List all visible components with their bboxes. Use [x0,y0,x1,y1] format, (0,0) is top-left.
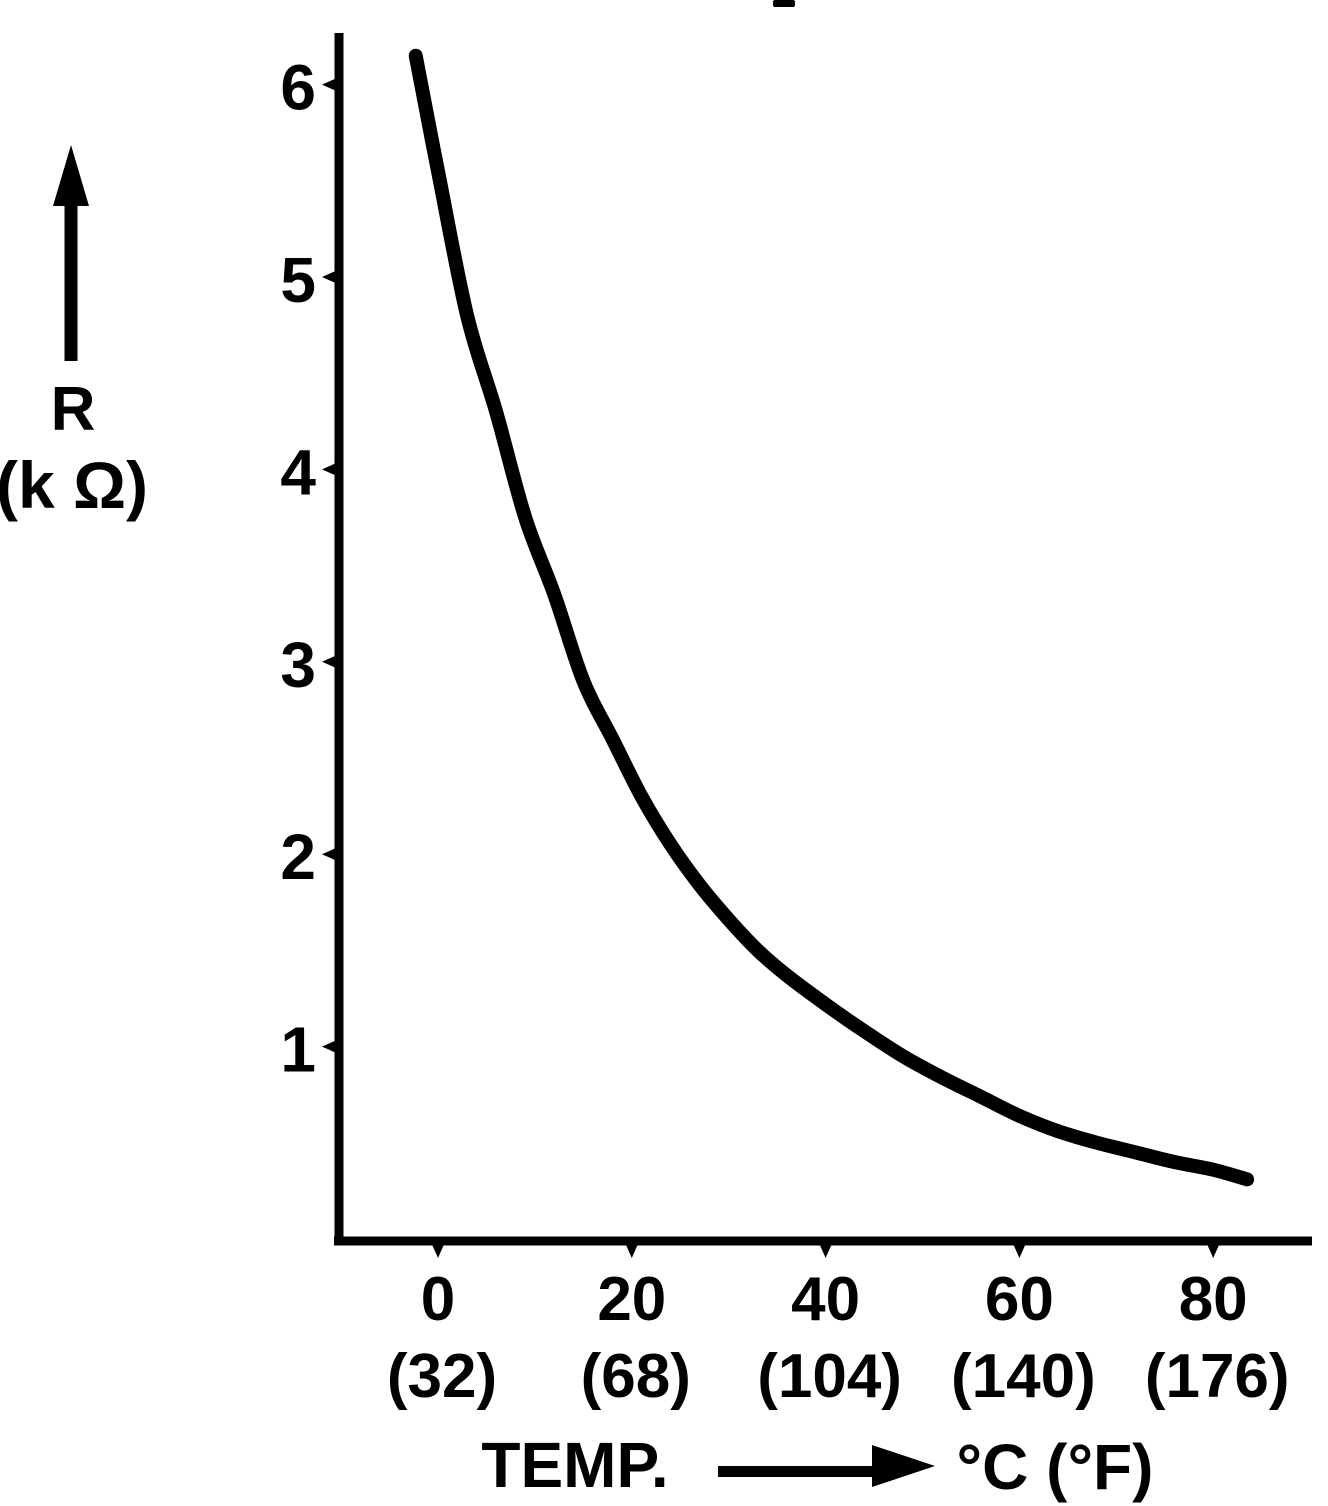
y-axis-unit: (k Ω) [0,448,148,522]
x-tick-label-fahrenheit-40: (104) [757,1342,902,1411]
y-tick-label-6: 6 [280,52,316,124]
y-tick-1 [322,1038,340,1055]
y-tick-label-1: 1 [280,1014,316,1086]
y-tick-6 [322,76,340,93]
y-tick-label-4: 4 [280,436,316,508]
x-tick-label-fahrenheit-60: (140) [951,1342,1096,1411]
x-tick-label-celsius-60: 60 [985,1265,1054,1334]
y-axis-annotation: R (k Ω) [0,145,148,522]
resistance-temperature-curve [408,48,1255,1187]
x-axis-title: TEMP. [481,1429,668,1501]
x-tick-label-fahrenheit-20: (68) [581,1342,691,1411]
tick-labels: 6 5 4 3 2 1 0 (32) 20 (68) 40 (104) 60 (140) 80 (176) [280,52,1289,1411]
x-tick-label-celsius-80: 80 [1179,1265,1248,1334]
up-arrow-icon [53,145,89,206]
x-tick-40 [817,1240,834,1258]
y-tick-4 [322,461,340,478]
x-tick-0 [430,1240,446,1258]
x-tick-80 [1205,1240,1222,1258]
x-axis-unit: °C (°F) [957,1431,1154,1503]
x-tick-label-fahrenheit-80: (176) [1145,1342,1290,1411]
y-axis-symbol: R [51,375,96,444]
x-tick-60 [1011,1240,1028,1258]
x-tick-label-celsius-40: 40 [791,1265,860,1334]
x-tick-label-celsius-20: 20 [597,1265,666,1334]
x-tick-label-fahrenheit-0: (32) [387,1342,497,1411]
x-axis-annotation: TEMP. °C (°F) [481,1429,1153,1503]
x-tick-label-celsius-0: 0 [421,1265,455,1334]
cropped-artifact-mark [773,0,795,7]
x-tick-20 [623,1240,640,1258]
y-tick-2 [322,846,340,863]
right-arrow-shaft [718,1466,878,1477]
axes [322,33,1312,1258]
y-tick-3 [322,653,340,670]
y-tick-label-2: 2 [280,821,316,893]
right-arrow-icon [872,1445,935,1487]
y-tick-label-5: 5 [280,244,316,316]
y-tick-5 [322,269,340,285]
up-arrow-shaft [64,198,78,361]
y-tick-label-3: 3 [280,629,316,701]
